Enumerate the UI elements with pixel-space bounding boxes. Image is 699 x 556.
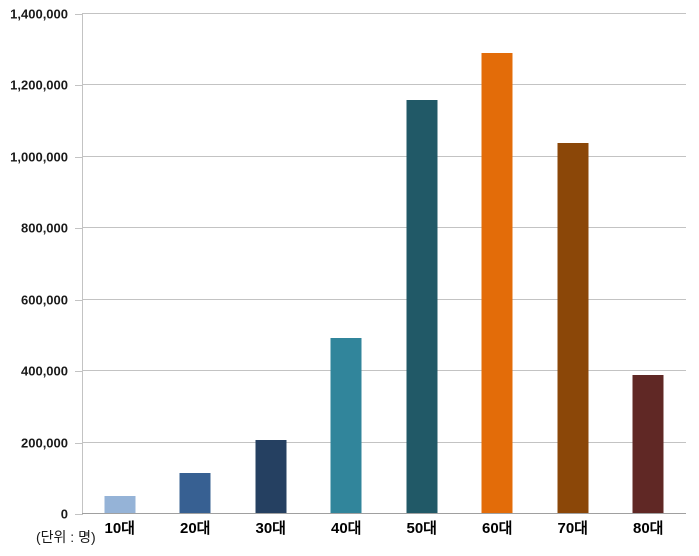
x-label-80s: 80대 (633, 520, 664, 537)
bar-30s (255, 440, 287, 514)
x-label-30s: 30대 (255, 520, 287, 537)
y-tick-label-1,200,000: 1,200,000 (10, 77, 68, 93)
y-tick-label-600,000: 600,000 (21, 292, 68, 308)
unit-label: (단위 : 명) (36, 529, 96, 545)
x-axis-line (82, 513, 686, 514)
y-tick-1,400,000 (75, 14, 82, 15)
y-tick-600,000 (75, 299, 82, 301)
y-tick-400,000 (75, 371, 82, 373)
x-axis-labels: 10대 20대 30대 40대 50대 60대 70대 80대 (82, 517, 686, 538)
gridline-200,000 (82, 441, 686, 443)
gridline-1,200,000 (82, 84, 686, 86)
bar-70s (557, 142, 589, 514)
bar-50s (406, 99, 438, 514)
bars (82, 14, 686, 514)
bar-slot-30s (233, 14, 309, 514)
bar-slot-10s (82, 14, 158, 514)
bar-slot-20s (158, 14, 234, 514)
bar-slot-40s (309, 14, 385, 514)
bar-40s (330, 338, 362, 514)
y-tick-1,200,000 (75, 85, 82, 87)
y-tick-200,000 (75, 442, 82, 444)
bar-10s (104, 496, 136, 514)
bar-slot-60s (460, 14, 536, 514)
y-tick-1,000,000 (75, 156, 82, 158)
y-tick-label-1,000,000: 1,000,000 (10, 149, 68, 165)
bar-slot-50s (384, 14, 460, 514)
plot-area (82, 13, 686, 514)
y-tick-label-800,000: 800,000 (21, 220, 68, 236)
y-tick-0 (75, 514, 82, 515)
gridline-400,000 (82, 370, 686, 372)
x-label-50s: 50대 (406, 520, 438, 537)
x-label-60s: 60대 (482, 520, 513, 537)
y-tick-800,000 (75, 228, 82, 230)
y-axis-line (82, 14, 83, 515)
y-axis-labels: 0 200,000 400,000 600,000 800,000 1,000,000 1,… (0, 7, 75, 522)
bar-slot-70s (535, 14, 611, 514)
bar-20s (179, 472, 211, 514)
bar-60s (481, 53, 513, 514)
y-tick-label-400,000: 400,000 (21, 363, 68, 379)
gridline-800,000 (82, 227, 686, 229)
x-label-70s: 70대 (557, 520, 589, 537)
bar-80s (632, 374, 664, 514)
x-label-20s: 20대 (180, 520, 211, 537)
y-tick-label-200,000: 200,000 (21, 435, 68, 451)
x-label-10s: 10대 (104, 520, 136, 537)
bar-slot-80s (611, 14, 687, 514)
y-tick-label-0: 0 (60, 506, 68, 522)
gridline-1,000,000 (82, 155, 686, 157)
x-label-40s: 40대 (331, 520, 362, 537)
gridline-1,400,000 (82, 13, 686, 14)
y-tick-label-1,400,000: 1,400,000 (10, 6, 68, 22)
gridline-600,000 (82, 298, 686, 300)
